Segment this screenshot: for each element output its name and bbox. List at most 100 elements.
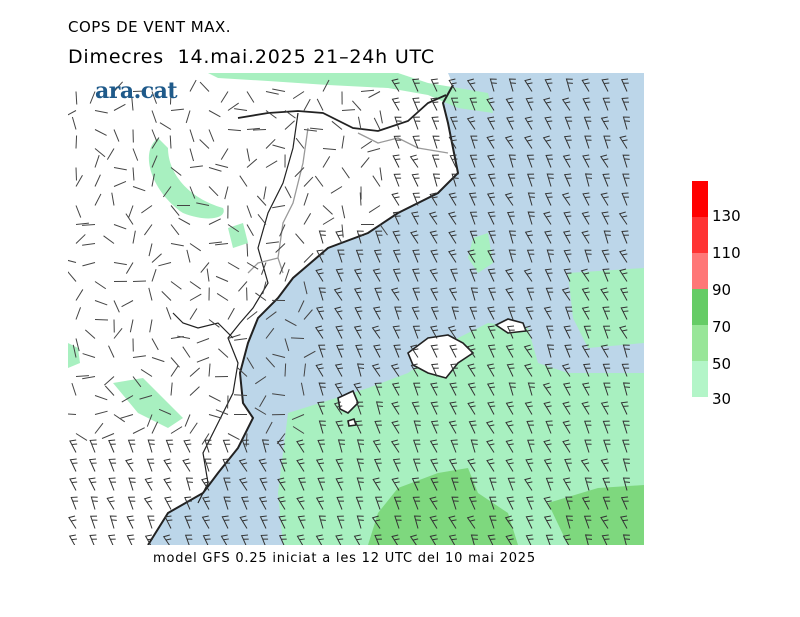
wind-barb xyxy=(368,91,381,99)
wind-barb xyxy=(508,78,516,92)
wind-barb xyxy=(246,158,258,168)
wind-barb xyxy=(189,186,196,199)
wind-barb xyxy=(618,211,628,225)
wind-barb xyxy=(132,280,147,282)
wind-barb xyxy=(88,458,97,472)
wind-barb xyxy=(524,363,533,377)
wind-barb xyxy=(602,477,610,491)
wind-barb xyxy=(412,97,420,111)
wind-barb xyxy=(413,515,422,529)
wind-barb xyxy=(255,292,267,301)
wind-barb xyxy=(94,155,100,168)
wind-barb xyxy=(412,192,421,206)
wind-barb xyxy=(544,116,553,130)
wind-barb xyxy=(546,173,554,187)
wind-barb xyxy=(223,496,231,510)
wind-barb xyxy=(94,110,108,114)
wind-barb xyxy=(239,477,248,491)
wind-barb xyxy=(489,78,497,92)
wind-barb xyxy=(272,353,286,358)
wind-barb xyxy=(303,350,316,358)
wind-barb xyxy=(506,116,515,130)
wind-barb xyxy=(486,439,495,453)
wind-barb xyxy=(561,363,571,377)
wind-barb xyxy=(600,287,609,301)
wind-barb xyxy=(284,338,290,352)
wind-barb xyxy=(410,344,419,358)
wind-barb xyxy=(583,116,592,130)
wind-barb xyxy=(563,211,572,225)
wind-barb xyxy=(526,249,535,263)
wind-barb xyxy=(391,97,400,111)
wind-barb xyxy=(183,439,192,453)
wind-barb xyxy=(602,97,611,111)
wind-barb xyxy=(411,477,420,491)
wind-barb xyxy=(601,211,610,225)
wind-barb xyxy=(619,268,628,282)
wind-barb xyxy=(316,306,325,320)
wind-barb xyxy=(360,140,373,149)
wind-barb xyxy=(508,154,516,168)
wind-barb xyxy=(165,307,172,320)
wind-barb xyxy=(182,458,191,472)
wind-barb xyxy=(131,97,134,111)
map-title: COPS DE VENT MAX. xyxy=(68,18,232,36)
wind-barb xyxy=(121,395,134,403)
wind-barb xyxy=(82,262,96,267)
island-ibiza xyxy=(337,389,359,414)
wind-barb xyxy=(394,306,402,320)
wind-barb xyxy=(487,401,496,415)
wind-barb xyxy=(470,135,478,149)
legend-swatch-30-50 xyxy=(692,361,708,397)
wind-barb xyxy=(208,110,221,118)
wind-barb xyxy=(622,173,630,187)
wind-barb xyxy=(371,325,381,339)
wind-barb xyxy=(602,420,611,434)
wind-barb xyxy=(581,382,591,396)
wind-barb xyxy=(128,477,136,491)
wind-barb xyxy=(563,135,572,149)
wind-barb xyxy=(89,515,98,529)
wind-barb xyxy=(303,176,314,187)
wind-barb xyxy=(527,382,535,396)
wind-barb xyxy=(164,515,173,529)
wind-barb xyxy=(331,120,343,130)
wind-barb xyxy=(561,287,571,301)
wind-barb xyxy=(507,477,516,491)
wind-barb xyxy=(178,217,191,225)
wind-barb xyxy=(129,319,134,333)
wind-barb xyxy=(564,458,572,472)
wind-barb xyxy=(68,515,77,529)
wind-barb xyxy=(196,357,210,363)
aracat-logo[interactable]: ara.cat xyxy=(95,78,178,104)
wind-barb xyxy=(104,385,115,396)
wind-barb xyxy=(373,117,381,130)
wind-barb xyxy=(544,78,553,92)
wind-barb xyxy=(565,78,573,92)
wind-barb xyxy=(70,496,79,510)
gust-zone xyxy=(228,223,248,248)
wind-barb xyxy=(527,439,535,453)
island-formentera xyxy=(347,417,358,427)
wind-barb xyxy=(201,515,210,529)
wind-barb xyxy=(318,344,326,358)
wind-barb xyxy=(199,81,210,92)
wind-barb xyxy=(449,382,458,396)
wind-barb xyxy=(132,148,139,161)
wind-barb xyxy=(470,534,478,545)
wind-barb xyxy=(622,477,630,491)
wind-barb xyxy=(392,249,401,263)
wind-barb xyxy=(75,234,86,244)
wind-barb xyxy=(622,382,631,396)
wind-barb xyxy=(82,376,96,380)
wind-barb xyxy=(303,129,317,132)
wind-barb xyxy=(410,363,419,377)
wind-barb xyxy=(412,287,420,301)
wind-barb xyxy=(563,173,572,187)
wind-barb xyxy=(189,148,195,162)
wind-barb xyxy=(429,534,438,545)
gust-zones-30-50 xyxy=(68,73,644,545)
wind-barb xyxy=(430,477,439,491)
wind-barb xyxy=(392,325,401,339)
wind-barb xyxy=(600,116,609,130)
